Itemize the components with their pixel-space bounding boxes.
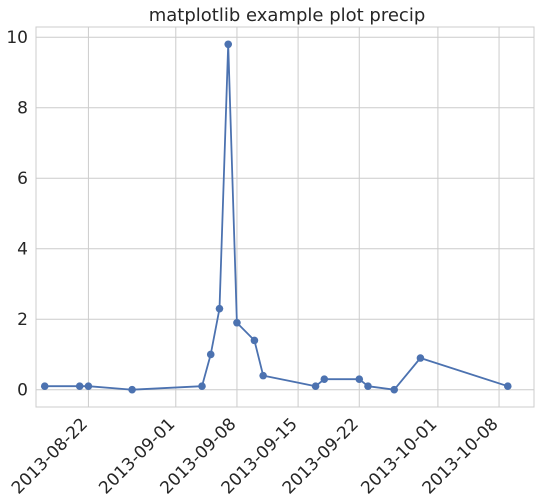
data-point [75,382,84,391]
data-point [364,382,372,391]
data-point [355,375,364,383]
y-tick-label: 0 [17,381,28,401]
series-line [44,43,509,391]
data-point [40,382,49,391]
y-tick-label: 8 [17,99,28,119]
plot-area [35,26,535,408]
data-point [233,318,241,327]
y-tick-label: 10 [6,28,28,48]
data-point [311,382,320,391]
data-point [320,375,329,383]
data-point [250,336,259,345]
data-point [84,382,93,391]
y-axis-ticks: 0 2 4 6 8 10 [6,28,28,401]
y-tick-label: 2 [17,310,28,330]
y-tick-label: 4 [17,240,28,260]
x-tick-label: 2013-08-22 [8,414,92,494]
data-point [503,382,512,391]
data-point [128,385,136,394]
x-axis-ticks: 2013-08-22 2013-09-012013-09-082013-09-15… [8,414,503,494]
chart-title: matplotlib example plot precip [149,5,426,26]
series-layer [40,40,512,394]
data-point [198,382,206,391]
data-point [224,40,233,49]
data-point [390,385,399,394]
data-point [206,350,215,359]
data-point [416,354,425,362]
grid [36,27,534,407]
data-point [215,304,224,313]
y-tick-label: 6 [17,169,28,189]
data-point [259,371,267,380]
